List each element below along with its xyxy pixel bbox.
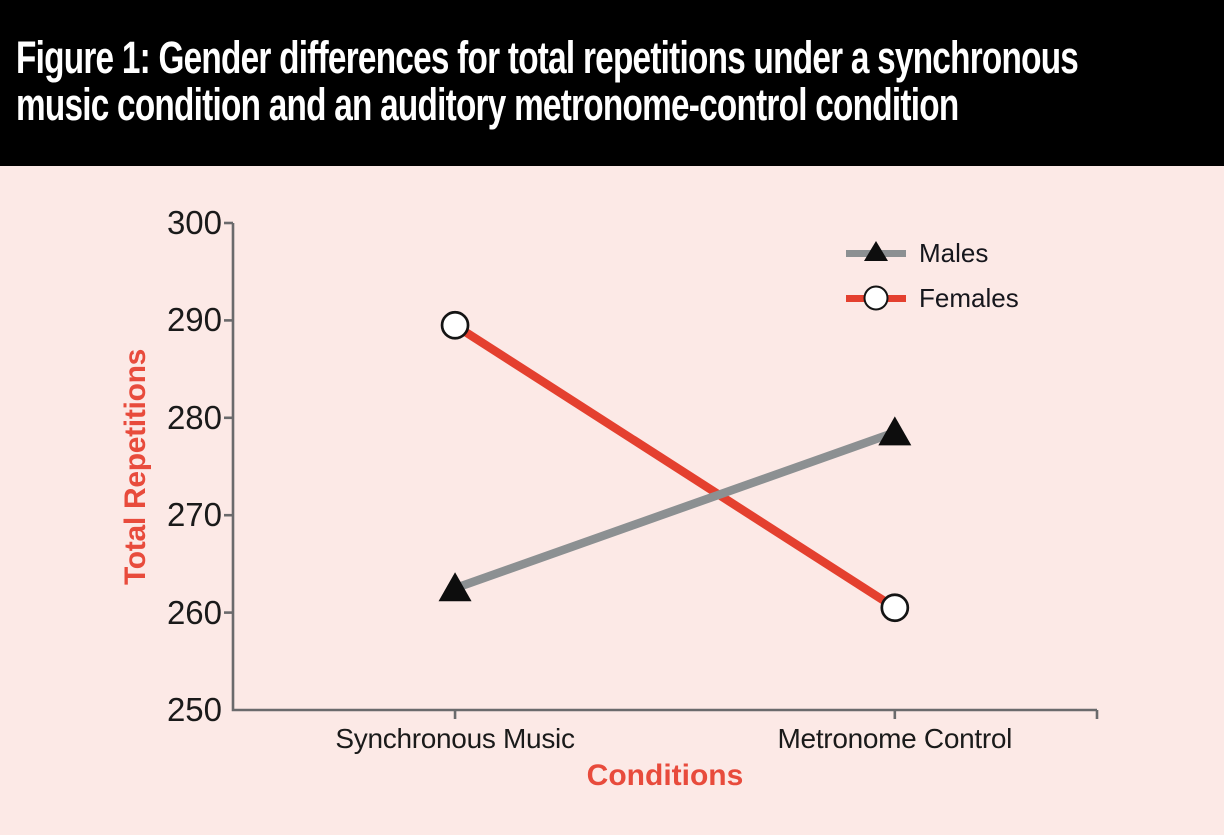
males-line-sample <box>846 241 906 261</box>
legend: Males Females <box>846 238 1019 328</box>
y-tick-label: 300 <box>166 204 222 241</box>
y-axis-title: Total Repetitions <box>119 349 152 586</box>
legend-label-females: Females <box>919 282 1019 313</box>
y-tick-label: 260 <box>166 593 222 631</box>
legend-item-males: Males <box>846 238 1019 268</box>
triangle-marker-icon <box>864 241 888 261</box>
legend-item-females: Females <box>846 283 1019 313</box>
y-tick-label: 270 <box>166 496 222 534</box>
x-category-label: Synchronous Music <box>335 723 575 754</box>
chart: 300 290 280 270 260 250 Synchronous Music Metr… <box>0 166 1224 835</box>
figure-header: Figure 1: Gender differences for total r… <box>0 0 1224 166</box>
y-tick-label: 290 <box>166 301 222 339</box>
circle-marker-icon <box>863 285 889 311</box>
y-tick-label: 280 <box>166 398 222 436</box>
figure-title-line-1: Figure 1: Gender differences for total r… <box>16 32 1079 83</box>
figure-title-line-2: music condition and an auditory metronom… <box>16 79 959 130</box>
figure-title: Figure 1: Gender differences for total r… <box>0 0 1224 128</box>
y-tick-label: 250 <box>166 691 222 728</box>
x-category-label: Metronome Control <box>777 723 1013 754</box>
x-axis-title: Conditions <box>586 759 744 792</box>
legend-label-males: Males <box>919 237 989 268</box>
females-line-sample <box>846 285 906 311</box>
